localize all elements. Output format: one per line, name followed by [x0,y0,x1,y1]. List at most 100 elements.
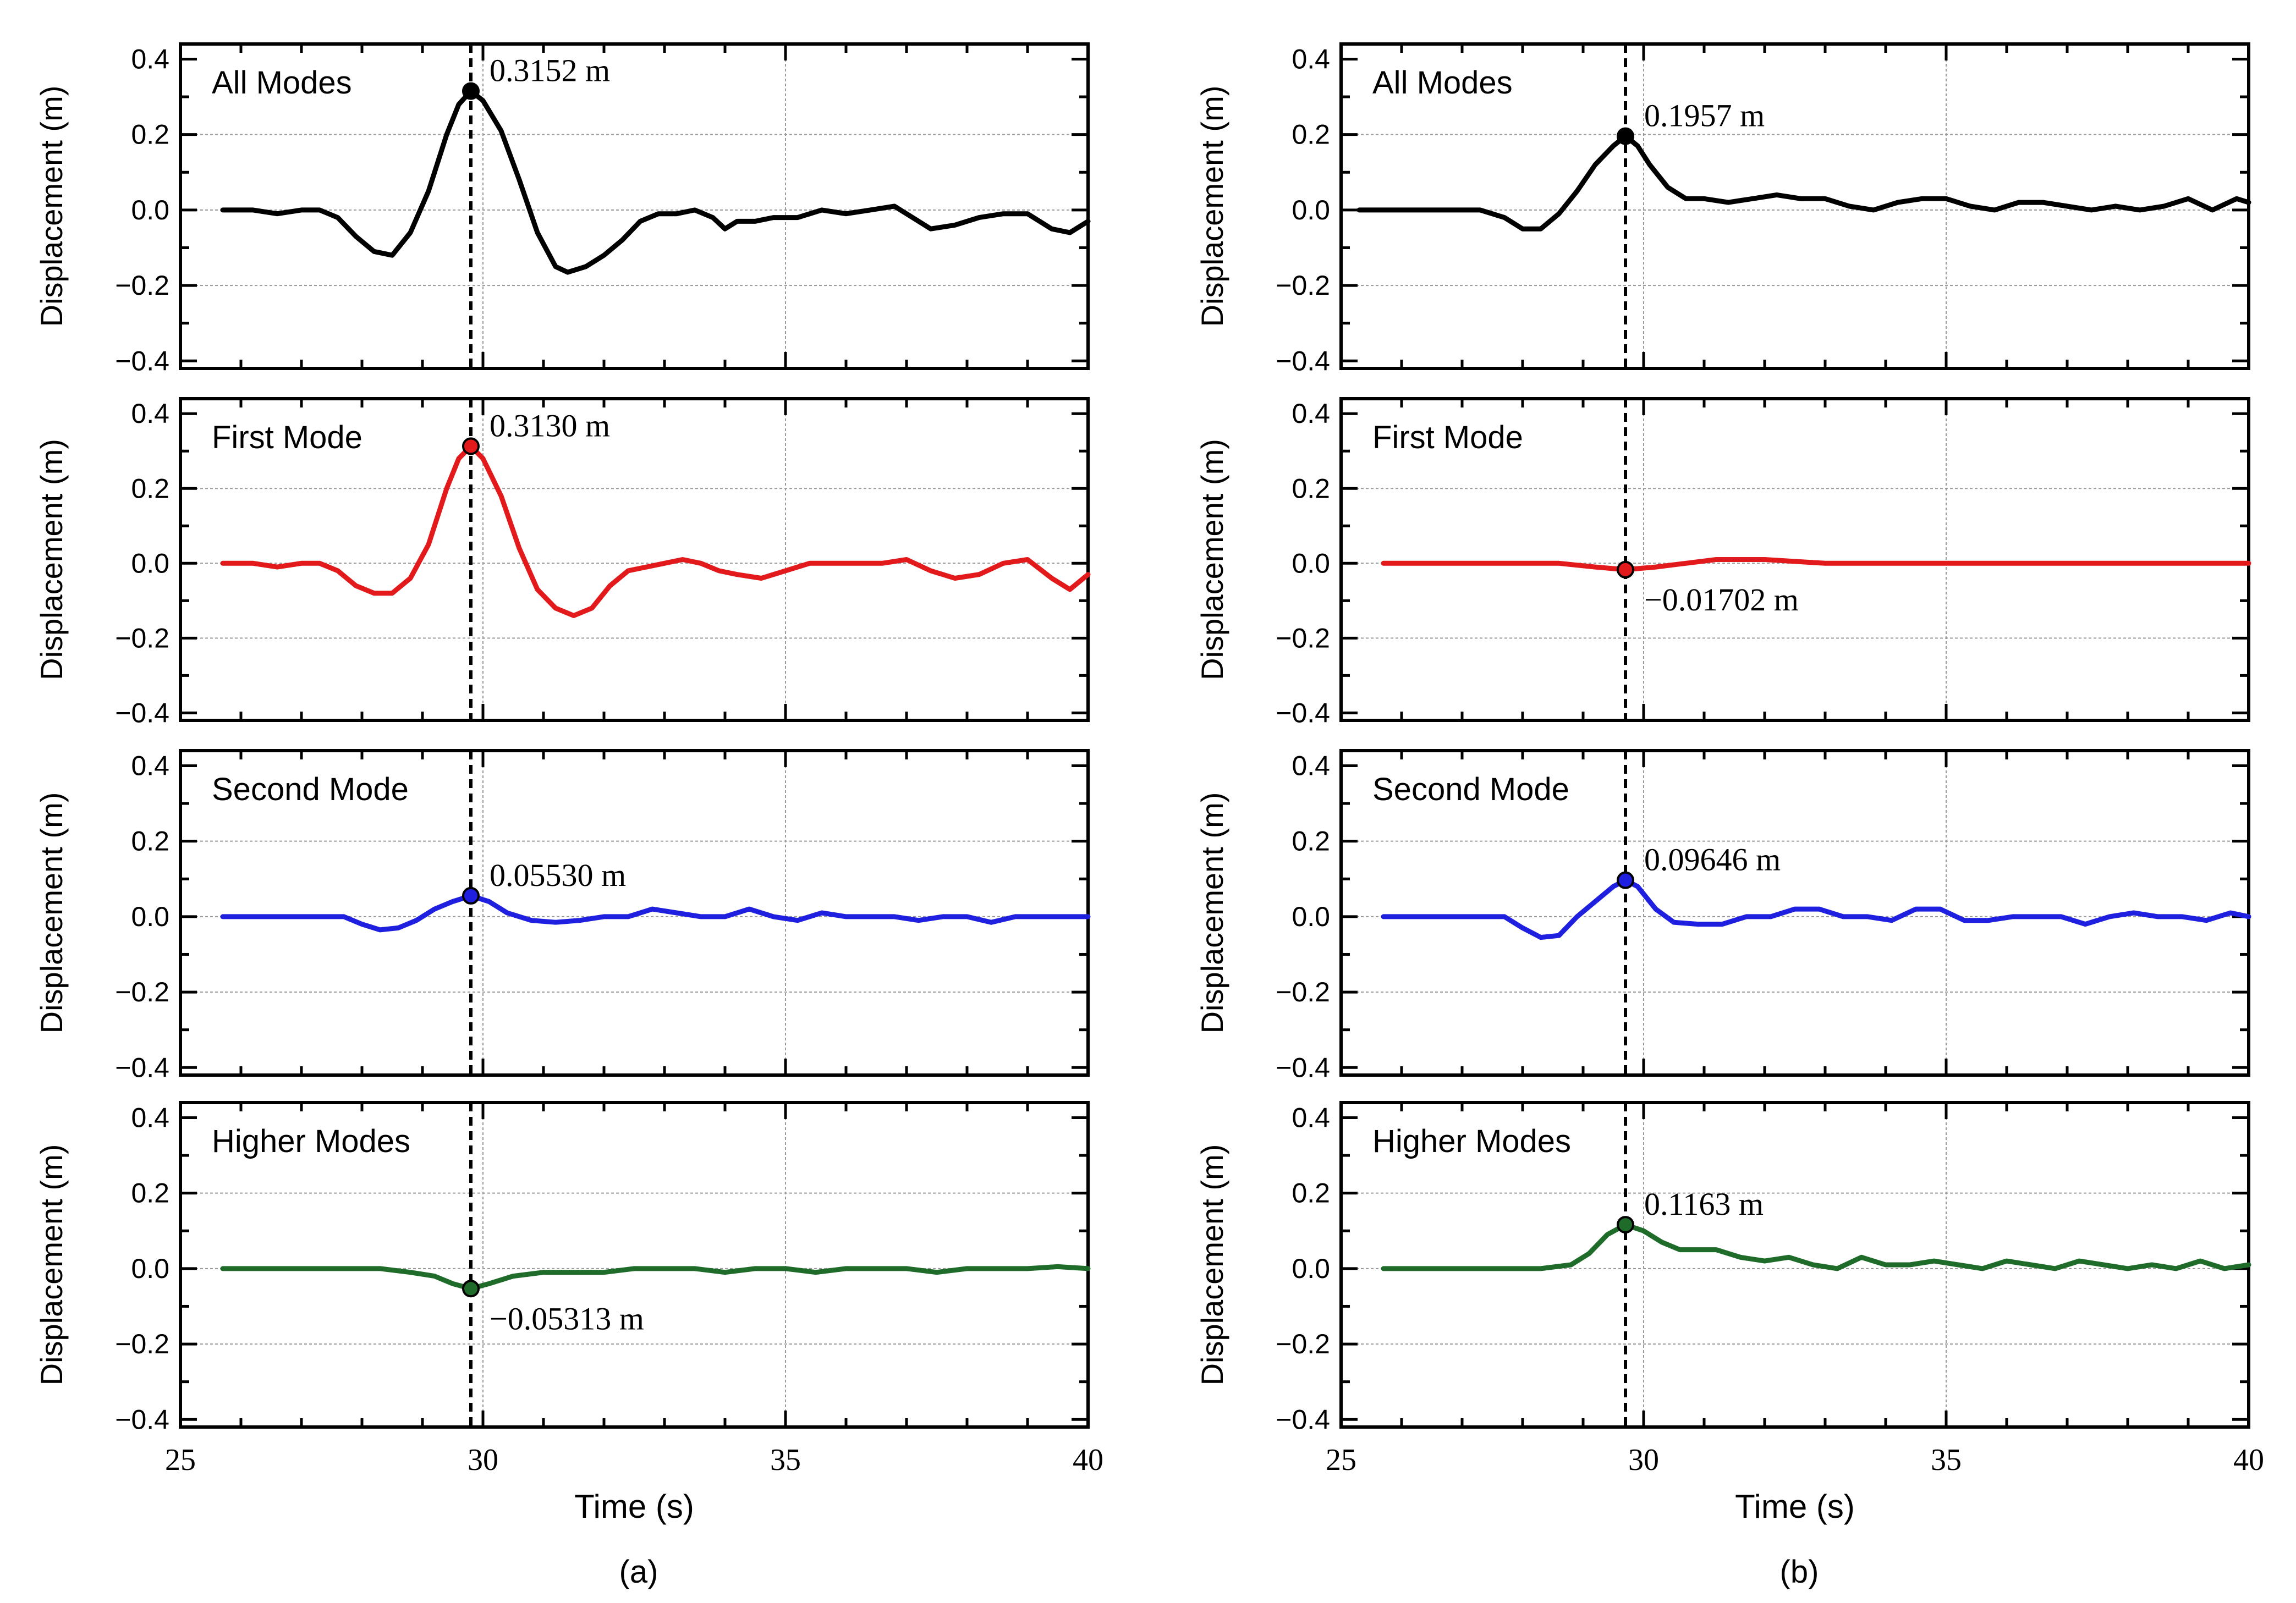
peak-marker [462,886,480,905]
plot-frame [1339,42,2250,370]
series-line [220,1264,1091,1291]
y-tick-label: 0.2 [1292,826,1330,857]
peak-annotation: 0.3130 m [490,407,610,443]
peak-marker [462,1280,480,1298]
y-tick-label: 0.2 [131,473,169,504]
y-axis-label: Displacement (m) [34,439,69,680]
chart-a: 0.4 0.2 0.0 −0.2 −0.4 Displacement (m) All Mod… [34,42,1103,1590]
panel-title: Second Mode [212,772,409,807]
y-tick-label: 0.0 [1292,901,1330,932]
panel-title: Higher Modes [212,1123,410,1159]
peak-annotation: 0.09646 m [1644,842,1781,878]
x-tick-label: 30 [468,1443,498,1477]
peak-marker [462,437,480,455]
series-line [220,89,1091,275]
y-tick-label: 0.2 [1292,1178,1330,1209]
y-tick-label: 0.4 [131,750,169,781]
y-tick-label: −0.4 [115,1404,169,1435]
y-tick-label: 0.0 [1292,195,1330,225]
y-tick-label: 0.4 [131,1102,169,1133]
y-tick-label: −0.4 [1276,697,1330,728]
y-tick-label: −0.4 [115,697,169,728]
y-tick-label: 0.0 [1292,548,1330,579]
peak-annotation: −0.01702 m [1644,582,1799,618]
y-tick-label: −0.4 [1276,345,1330,376]
peak-annotation: −0.05313 m [490,1301,644,1336]
y-tick-label: 0.0 [131,1253,169,1284]
x-axis-label: Time (s) [574,1488,694,1525]
y-axis-label: Displacement (m) [1195,1144,1229,1386]
y-axis-label: Displacement (m) [1195,792,1229,1034]
y-tick-label: 0.4 [1292,43,1330,74]
panel-title: Second Mode [1372,772,1569,807]
peak-annotation: 0.3152 m [490,53,610,89]
y-tick-label: 0.0 [131,195,169,225]
series-line [1381,1222,2251,1271]
series-line [1356,134,2251,232]
y-tick-label: −0.2 [1276,623,1330,653]
y-tick-label: 0.2 [1292,473,1330,504]
y-tick-label: −0.2 [115,270,169,301]
figure-caption: (a) [619,1554,658,1590]
panel-first-mode: 0.4 0.2 0.0 −0.2 −0.4 Displacement (m) First M… [1195,397,2251,728]
panel-higher-modes: 0.4 0.2 0.0 −0.2 −0.4 Displacement (m) Higher … [34,1101,1091,1435]
plot-frame [179,1101,1090,1429]
x-axis-label: Time (s) [1735,1488,1855,1525]
peak-annotation: 0.05530 m [490,857,626,893]
panel-second-mode: 0.4 0.2 0.0 −0.2 −0.4 Displacement (m) Second … [34,749,1091,1083]
plot-frame [1339,749,2250,1077]
y-tick-label: −0.2 [1276,270,1330,301]
panel-title: First Mode [1372,420,1523,455]
y-tick-label: 0.0 [1292,1253,1330,1284]
y-tick-label: −0.2 [115,977,169,1007]
y-axis-label: Displacement (m) [34,1144,69,1386]
x-tick-label: 35 [1931,1443,1962,1477]
panel-all-modes: 0.4 0.2 0.0 −0.2 −0.4 Displacement (m) All Mod… [1195,42,2251,376]
panel-title: Higher Modes [1372,1123,1571,1159]
peak-annotation: 0.1163 m [1644,1186,1764,1222]
series-line [220,893,1091,933]
y-tick-label: −0.2 [115,1329,169,1359]
y-tick-label: −0.4 [115,1052,169,1083]
peak-annotation: 0.1957 m [1644,98,1765,134]
panel-title: All Modes [212,65,352,101]
x-tick-label: 35 [770,1443,801,1477]
y-tick-label: −0.2 [1276,1329,1330,1359]
panel-title: First Mode [212,420,362,455]
x-tick-label: 25 [1326,1443,1356,1477]
y-axis-label: Displacement (m) [34,86,69,327]
y-tick-label: 0.0 [131,901,169,932]
y-axis-label: Displacement (m) [34,792,69,1034]
plot-frame [1339,397,2250,722]
y-tick-label: 0.0 [131,548,169,579]
panel-all-modes: 0.4 0.2 0.0 −0.2 −0.4 Displacement (m) All Mod… [34,42,1091,376]
y-tick-label: −0.2 [115,623,169,653]
series-line [220,443,1091,618]
y-tick-label: 0.2 [131,119,169,150]
y-tick-label: 0.4 [1292,398,1330,429]
plot-frame [179,42,1090,370]
y-tick-label: 0.4 [1292,1102,1330,1133]
chart-b: 0.4 0.2 0.0 −0.2 −0.4 Displacement (m) All Mod… [1195,42,2264,1590]
x-tick-label: 25 [165,1443,196,1477]
series-line [1381,557,2251,572]
panel-first-mode: 0.4 0.2 0.0 −0.2 −0.4 Displacement (m) First M… [34,397,1091,728]
y-tick-label: 0.4 [1292,750,1330,781]
y-tick-label: −0.4 [115,345,169,376]
panel-higher-modes: 0.4 0.2 0.0 −0.2 −0.4 Displacement (m) Higher … [1195,1101,2251,1435]
y-tick-label: 0.2 [131,1178,169,1209]
y-tick-label: 0.2 [1292,119,1330,150]
plot-frame [179,749,1090,1077]
plot-frame [179,397,1090,722]
x-tick-label: 40 [1073,1443,1103,1477]
x-tick-label: 30 [1628,1443,1659,1477]
y-axis-label: Displacement (m) [1195,86,1229,327]
y-tick-label: −0.2 [1276,977,1330,1007]
figure-caption: (b) [1780,1554,1819,1590]
peak-marker [1617,560,1634,579]
y-tick-label: −0.4 [1276,1404,1330,1435]
peak-marker [1617,1216,1634,1234]
series-line [1381,878,2251,940]
panel-title: All Modes [1372,65,1513,101]
